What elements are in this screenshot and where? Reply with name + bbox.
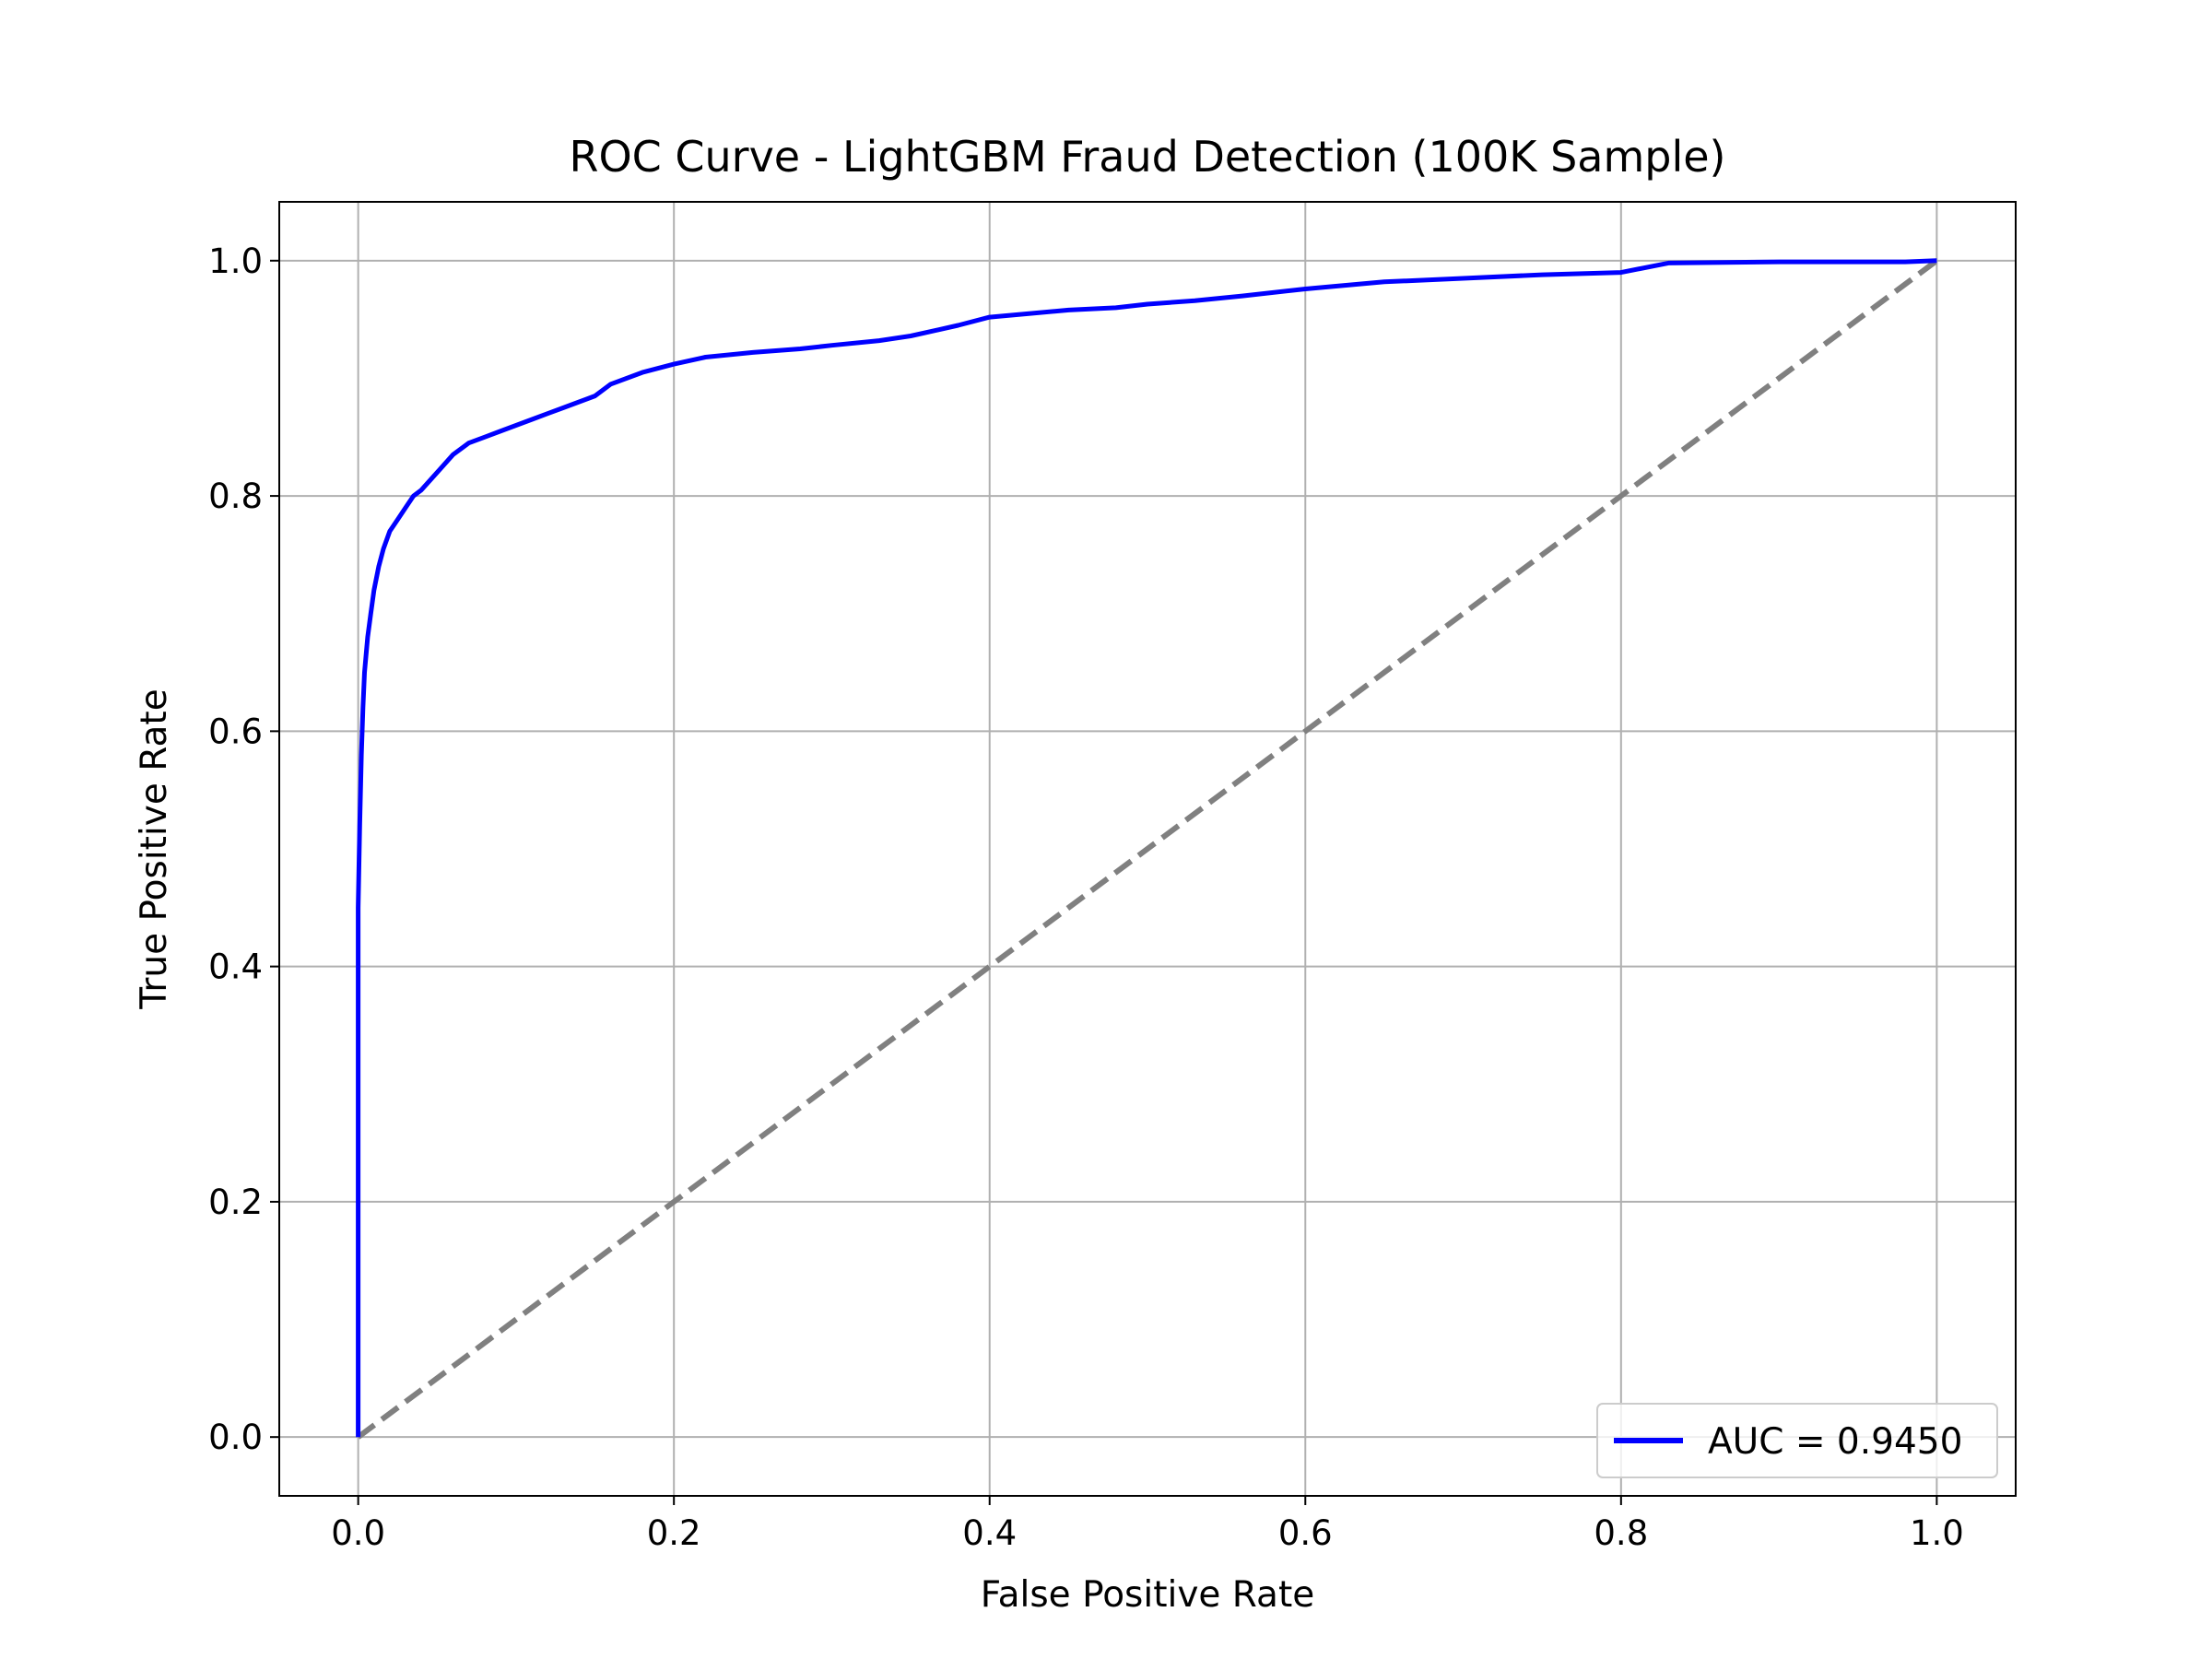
grid [279,202,2016,1496]
x-tick-label: 0.0 [331,1513,385,1553]
x-tick-label: 1.0 [1910,1513,1964,1553]
plot-frame [278,201,2017,1497]
y-tick-label: 0.8 [208,477,263,516]
x-tick-label: 0.6 [1278,1513,1333,1553]
y-tick-label: 0.2 [208,1182,263,1222]
roc-curve-line [356,258,1937,1438]
legend-label-roc: AUC = 0.9450 [1708,1421,1962,1463]
ticks: 0.0 0.2 0.4 0.6 0.8 1.0 0.0 0.2 0.4 0.6 0.8 1.0 [208,241,1964,1553]
legend: AUC = 0.9450 [1596,1403,1998,1478]
series-layer [356,258,1939,1440]
chart-title: ROC Curve - LightGBM Fraud Detection (10… [569,132,1725,182]
y-tick-label: 0.4 [208,947,263,987]
legend-box [1596,1403,1998,1478]
x-tick-label: 0.4 [962,1513,1017,1553]
y-tick-label: 0.0 [208,1418,263,1457]
y-tick-label: 0.6 [208,712,263,751]
x-axis-label: False Positive Rate [981,1574,1314,1616]
x-tick-label: 0.2 [647,1513,701,1553]
x-tick-label: 0.8 [1594,1513,1648,1553]
random-baseline-line [356,258,1939,1440]
y-tick-label: 1.0 [208,241,263,281]
y-axis-label: True Positive Rate [134,688,175,1009]
